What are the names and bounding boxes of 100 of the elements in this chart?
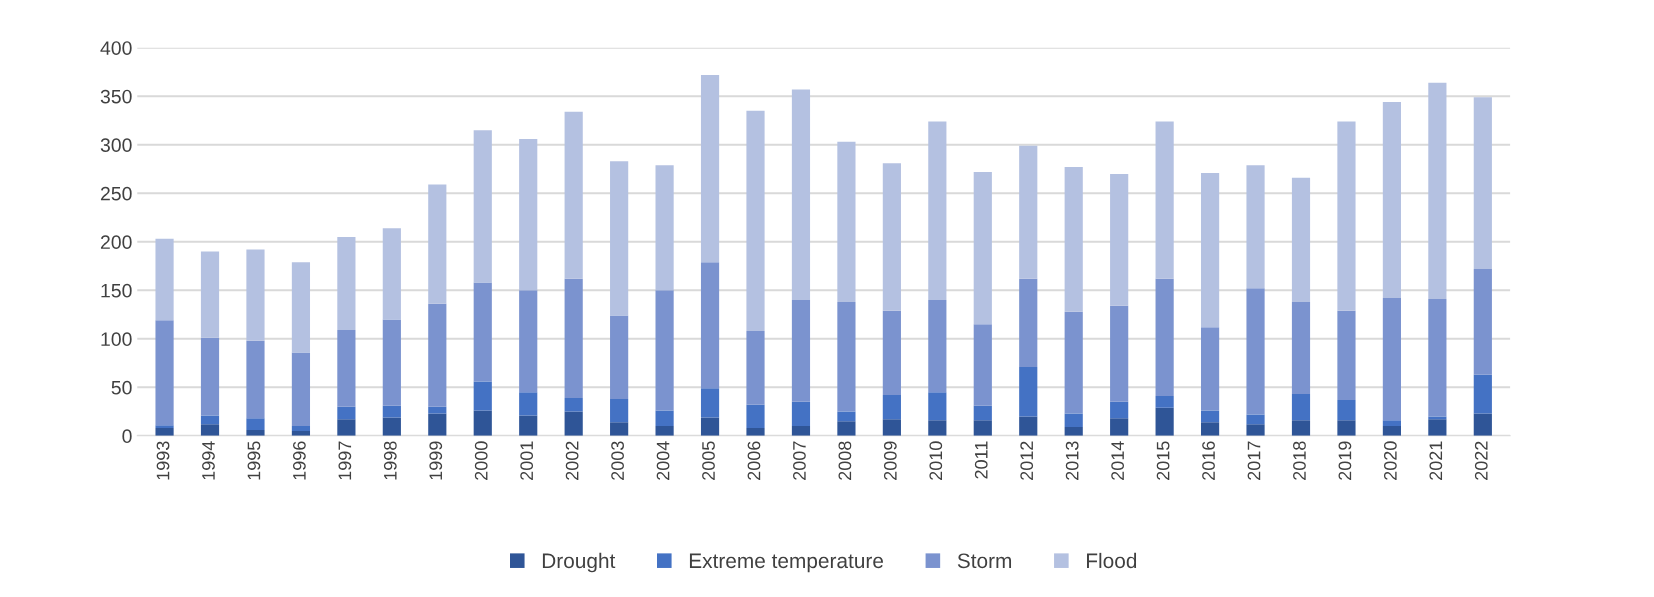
bar	[1200, 410, 1220, 423]
bar	[1110, 173, 1129, 306]
bar	[882, 310, 901, 396]
bar	[1382, 298, 1401, 421]
x-tick-label: 1998	[383, 441, 397, 480]
bar	[928, 392, 947, 421]
bar	[1246, 424, 1265, 436]
bar	[1246, 414, 1265, 425]
bar	[1473, 268, 1492, 375]
bar	[791, 401, 811, 427]
bar	[564, 111, 583, 279]
bar	[610, 315, 629, 399]
bar	[1200, 422, 1220, 436]
legend-label: Storm	[957, 553, 1012, 569]
bar	[246, 340, 265, 419]
bar	[655, 165, 674, 291]
y-tick-label: 0	[122, 429, 132, 444]
bar	[1019, 416, 1038, 436]
bar	[382, 228, 401, 320]
bar	[700, 262, 720, 389]
bar	[200, 251, 220, 338]
bar	[700, 74, 720, 263]
y-tick-label: 150	[101, 283, 132, 298]
bar	[655, 426, 674, 436]
bar	[428, 303, 447, 407]
bar	[1291, 420, 1311, 436]
y-tick-label: 400	[100, 41, 132, 55]
x-tick-label: 2015	[1156, 441, 1170, 480]
bar	[1428, 82, 1447, 300]
x-tick-label: 2022	[1474, 441, 1488, 480]
x-tick-label: 2016	[1202, 441, 1215, 480]
x-tick-label: 2008	[838, 441, 852, 480]
bar	[1246, 165, 1265, 289]
bar	[837, 141, 856, 302]
x-tick-label: 2002	[565, 441, 579, 480]
bar	[837, 301, 856, 412]
bar	[1428, 416, 1447, 420]
x-tick-label: 2021	[1429, 441, 1443, 480]
legend-label: Flood	[1087, 552, 1137, 569]
bar	[473, 130, 492, 283]
bar	[746, 110, 765, 332]
bar	[791, 426, 811, 436]
x-tick-label: 2018	[1293, 441, 1306, 480]
bar	[337, 406, 356, 420]
bar	[973, 420, 992, 436]
bar	[200, 415, 220, 425]
bar	[1019, 278, 1038, 367]
bar	[1064, 311, 1083, 414]
x-tick-label: 2019	[1338, 441, 1352, 480]
bar	[382, 319, 401, 406]
bar	[1382, 420, 1401, 427]
bar	[700, 417, 720, 436]
bar	[1019, 145, 1038, 279]
bar	[882, 395, 901, 420]
bar	[1200, 172, 1220, 328]
bar	[1337, 310, 1356, 400]
bar	[1291, 177, 1311, 302]
bar	[610, 398, 629, 423]
bar	[791, 89, 811, 300]
bar	[746, 428, 765, 436]
x-tick-label: 2013	[1065, 441, 1079, 480]
x-tick-label: 2009	[883, 441, 897, 480]
bar	[200, 424, 220, 436]
bar	[1291, 301, 1311, 395]
bar	[1110, 418, 1129, 436]
bar	[928, 121, 947, 300]
x-tick-label: 2020	[1383, 441, 1397, 480]
bar	[1428, 419, 1447, 436]
bar	[1473, 413, 1492, 436]
bar	[655, 290, 674, 411]
bar	[882, 419, 901, 436]
bar	[337, 419, 356, 436]
bar	[973, 405, 992, 421]
bar	[1246, 288, 1265, 415]
bar	[610, 161, 629, 316]
bar	[882, 163, 901, 311]
bar	[1200, 327, 1220, 411]
bar	[519, 415, 538, 436]
bar	[837, 411, 856, 422]
x-tick-label: 2006	[747, 441, 761, 480]
bar	[155, 320, 174, 426]
bar	[700, 388, 720, 418]
x-tick-label: 2012	[1020, 441, 1034, 480]
bar	[519, 290, 538, 393]
x-tick-label: 1997	[338, 441, 352, 480]
bar	[337, 236, 356, 331]
x-tick-label: 2003	[611, 441, 624, 480]
y-tick-label: 100	[101, 332, 132, 347]
bar	[610, 422, 629, 436]
bar	[1155, 121, 1174, 279]
bar	[291, 426, 311, 431]
bar	[1064, 413, 1083, 428]
x-tick-label: 2017	[1247, 441, 1261, 480]
bar	[1291, 394, 1311, 421]
bar	[155, 238, 174, 321]
bar	[837, 421, 856, 436]
bar	[1110, 305, 1129, 402]
bar	[473, 381, 492, 411]
bar	[746, 404, 765, 429]
bar	[473, 282, 492, 382]
